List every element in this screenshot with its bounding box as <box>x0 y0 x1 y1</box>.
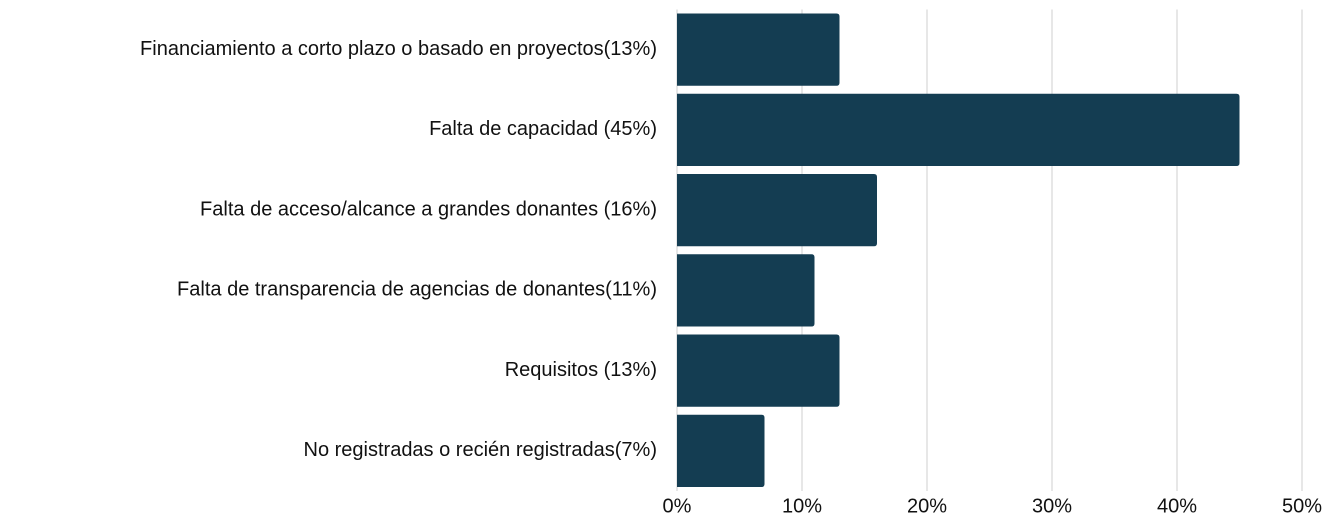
y-tick-label: Falta de acceso/alcance a grandes donant… <box>200 198 657 220</box>
y-tick-label: Falta de capacidad (45%) <box>429 118 657 140</box>
bar <box>677 93 1240 166</box>
x-tick-label: 0% <box>663 495 692 517</box>
bar <box>677 414 765 487</box>
y-tick-label: No registradas o recién registradas(7%) <box>304 439 658 461</box>
bar <box>677 334 840 407</box>
y-tick-label: Requisitos (13%) <box>505 359 657 381</box>
x-tick-label: 20% <box>907 495 947 517</box>
x-tick-label: 30% <box>1032 495 1072 517</box>
bar <box>677 13 840 86</box>
x-tick-label: 40% <box>1157 495 1197 517</box>
y-tick-label: Falta de transparencia de agencias de do… <box>177 279 657 301</box>
bar <box>677 254 815 327</box>
x-tick-label: 50% <box>1282 495 1322 517</box>
y-tick-label: Financiamiento a corto plazo o basado en… <box>140 38 657 60</box>
x-tick-label: 10% <box>782 495 822 517</box>
bar <box>677 174 877 247</box>
